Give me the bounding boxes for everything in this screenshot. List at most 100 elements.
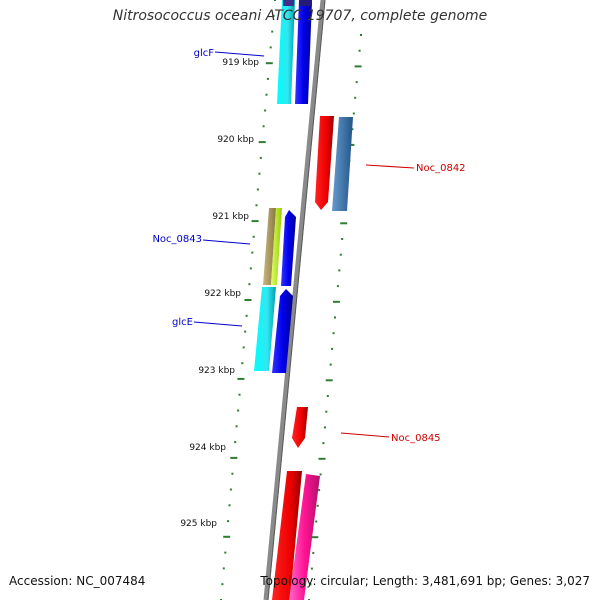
outer-ring-major-tick [354, 65, 362, 68]
gene-top-blue [295, 0, 312, 104]
tick-label-925: 925 kbp [180, 519, 217, 529]
gene-noc-0843-blue [281, 210, 296, 286]
gene-noc-0843-lime [271, 208, 282, 285]
outer-ring-minor-tick [312, 551, 315, 554]
inner-ring-major-tick [223, 535, 231, 538]
inner-ring-minor-tick [242, 346, 245, 349]
inner-ring-minor-tick [221, 583, 224, 586]
genes [254, 0, 353, 600]
outer-ring-minor-tick [358, 49, 361, 52]
inner-ring-minor-tick [249, 267, 252, 270]
gene-top-navy [283, 0, 294, 6]
label-noc-0845: Noc_0845 [391, 433, 441, 444]
outer-ring-minor-tick [336, 285, 339, 288]
inner-ring-major-tick [237, 377, 245, 380]
inner-ring-major-tick [265, 62, 273, 65]
tick-ring-inner [220, 0, 276, 601]
gene-glce [254, 287, 276, 371]
inner-ring-minor-tick [252, 235, 255, 238]
outer-ring-major-tick [325, 379, 333, 382]
inner-ring-minor-tick [241, 362, 244, 365]
inner-ring-minor-tick [255, 204, 258, 207]
leader-glcf [214, 51, 265, 57]
inner-ring-minor-tick [248, 283, 251, 286]
outer-ring-major-tick [340, 222, 348, 225]
outer-ring-minor-tick [339, 253, 342, 256]
inner-ring-major-tick [230, 456, 238, 459]
tick-label-921: 921 kbp [212, 212, 249, 222]
outer-ring-major-tick [318, 457, 326, 460]
gene-glce-blue [272, 289, 293, 373]
inner-ring-minor-tick [272, 14, 275, 17]
inner-ring-minor-tick [265, 93, 268, 96]
inner-ring-minor-tick [228, 504, 231, 507]
inner-ring-minor-tick [224, 551, 227, 554]
accession-text: Accession: NC_007484 [9, 574, 146, 588]
outer-ring-minor-tick [334, 316, 336, 319]
outer-ring-minor-tick [316, 504, 319, 507]
outer-ring-minor-tick [351, 128, 354, 131]
genome-summary: Topology: circular; Length: 3,481,691 bp… [260, 574, 590, 588]
outer-ring-minor-tick [319, 473, 322, 476]
outer-ring-minor-tick [310, 567, 313, 570]
gene-bottom-red [272, 471, 302, 600]
outer-ring-minor-tick [322, 442, 325, 445]
label-noc-0842: Noc_0842 [416, 163, 466, 174]
outer-ring-minor-tick [332, 332, 335, 335]
outer-ring-minor-tick [323, 426, 326, 429]
label-glce: glcE [172, 317, 193, 328]
outer-ring-minor-tick [354, 96, 357, 99]
outer-ring-minor-tick [341, 238, 344, 240]
inner-ring-minor-tick [227, 520, 230, 523]
gene-glcf [277, 0, 295, 104]
outer-ring-minor-tick [360, 34, 362, 36]
outer-ring-minor-tick [352, 112, 355, 115]
tick-label-922: 922 kbp [204, 289, 241, 299]
leader-noc-0845 [340, 432, 390, 438]
inner-ring-minor-tick [271, 30, 274, 33]
leader-noc-0842 [365, 164, 415, 169]
inner-ring-minor-tick [266, 77, 269, 80]
inner-ring-minor-tick [274, 0, 276, 1]
inner-ring-minor-tick [262, 125, 265, 128]
map-title: Nitrosococcus oceani ATCC 19707, complet… [112, 8, 488, 24]
leader-noc-0843 [202, 239, 251, 245]
tick-label-923: 923 kbp [198, 366, 235, 376]
inner-ring-minor-tick [235, 425, 238, 428]
gene-labels: glcF Noc_0842 Noc_0843 glcE Noc_0845 [152, 48, 465, 444]
outer-ring-minor-tick [315, 520, 318, 523]
outer-ring-major-tick [311, 536, 319, 539]
gene-top-blue-cap [299, 0, 312, 6]
inner-ring-major-tick [251, 220, 259, 223]
outer-ring-minor-tick [309, 583, 312, 586]
inner-ring-major-tick [244, 299, 252, 301]
outer-ring-minor-tick [331, 347, 334, 350]
label-noc-0843: Noc_0843 [152, 234, 202, 245]
outer-ring-minor-tick [329, 363, 332, 366]
outer-ring-major-tick [332, 300, 340, 303]
tick-label-920: 920 kbp [217, 135, 254, 145]
inner-ring-minor-tick [237, 409, 240, 412]
outer-ring-minor-tick [318, 489, 321, 492]
inner-ring-minor-tick [238, 393, 241, 396]
genome-backbone [263, 0, 326, 601]
tick-label-919: 919 kbp [222, 58, 259, 68]
outer-ring-minor-tick [355, 81, 358, 84]
inner-ring-minor-tick [245, 314, 248, 317]
inner-ring-minor-tick [231, 472, 234, 475]
outer-ring-minor-tick [325, 410, 328, 413]
outer-ring-minor-tick [326, 395, 329, 397]
gene-noc-0842 [315, 116, 334, 210]
tick-ring-outer [308, 34, 362, 601]
leader-glce [193, 321, 243, 327]
genome-backbone-shadow [267, 0, 326, 601]
inner-ring-minor-tick [259, 156, 262, 159]
gene-bottom-pink [289, 474, 320, 600]
tick-label-924: 924 kbp [189, 443, 226, 453]
gene-noc-0843 [263, 208, 276, 285]
inner-ring-major-tick [258, 141, 266, 144]
inner-ring-minor-tick [258, 172, 261, 175]
inner-ring-minor-tick [244, 330, 247, 333]
inner-ring-minor-tick [251, 251, 254, 254]
label-glcf: glcF [194, 48, 215, 59]
